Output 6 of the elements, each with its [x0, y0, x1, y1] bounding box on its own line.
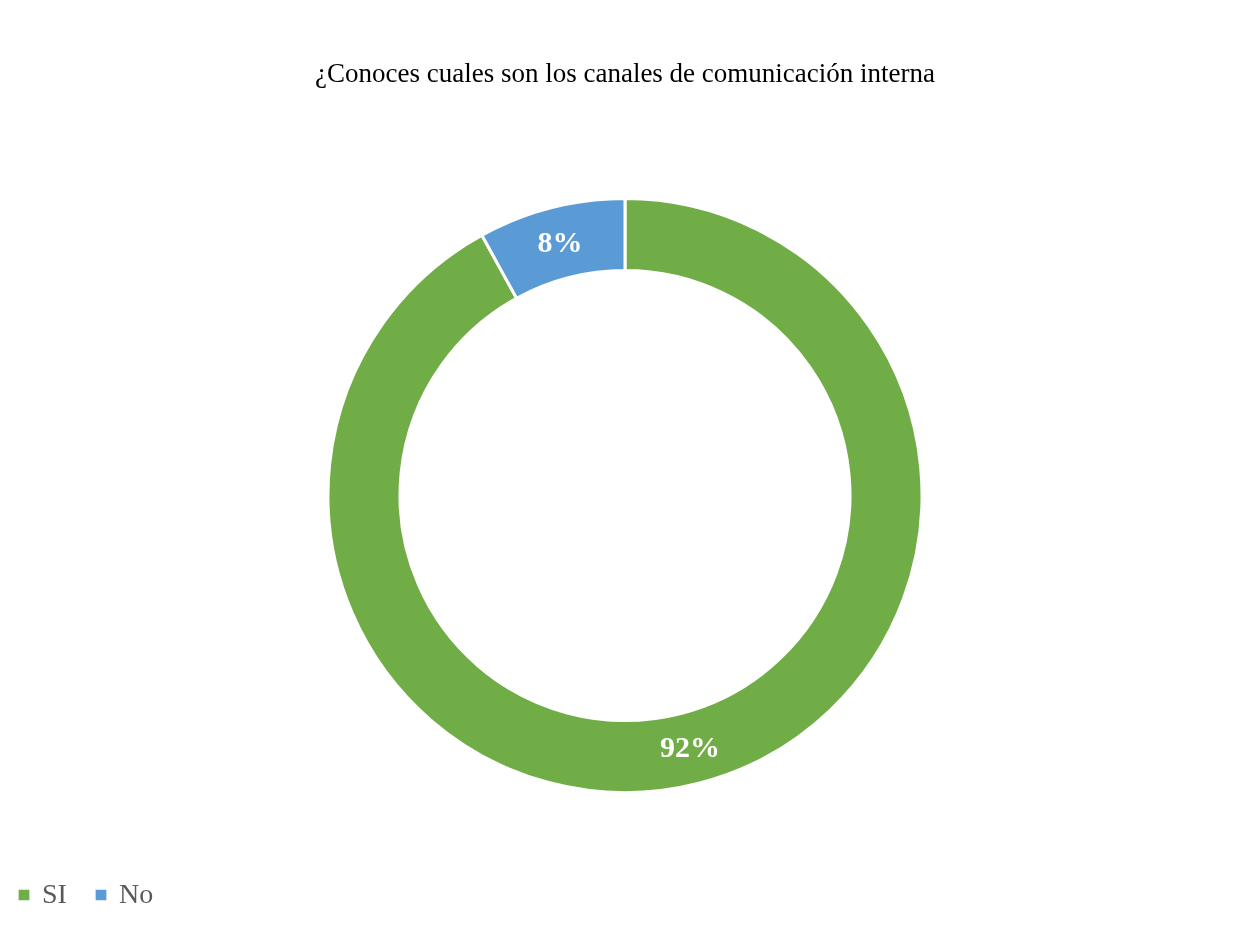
data-label: 92% — [659, 730, 720, 764]
legend-label: No — [119, 878, 154, 909]
chart-title: ¿Conoces cuales son los canales de comunicación interna — [314, 58, 936, 88]
legend-label: SI — [42, 878, 67, 909]
donut-slice — [326, 197, 924, 794]
data-label: 8% — [537, 224, 583, 258]
